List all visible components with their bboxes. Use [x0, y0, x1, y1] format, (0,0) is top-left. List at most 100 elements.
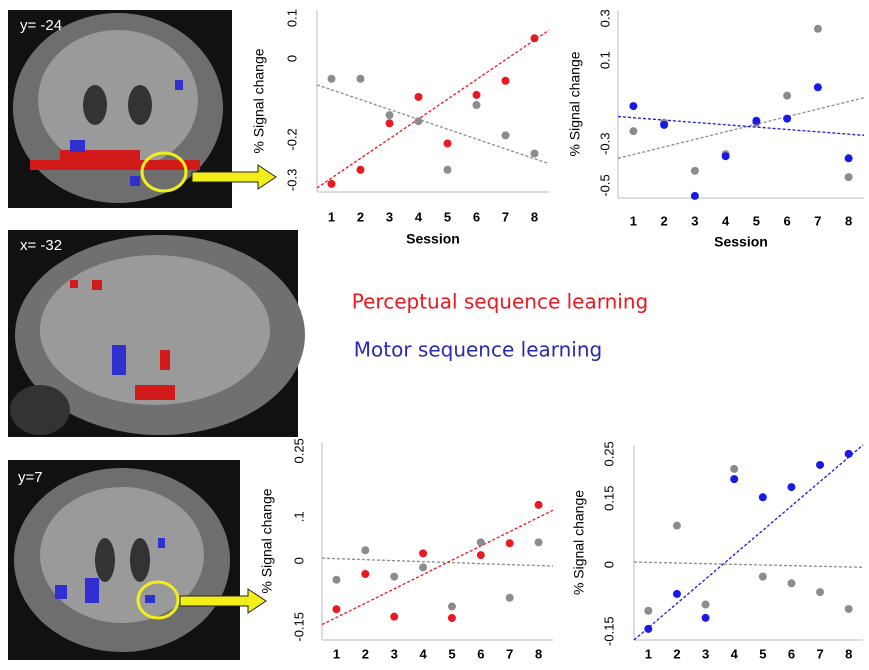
data-point [328, 75, 336, 83]
trend-line [317, 85, 549, 164]
x-tick-label: 2 [362, 646, 369, 661]
x-axis-label: Session [406, 231, 460, 247]
y-axis-label: % Signal change [251, 48, 267, 153]
x-tick-label: 3 [386, 209, 393, 224]
data-point [531, 34, 539, 42]
trend-line [322, 558, 553, 566]
y-axis-label: % Signal change [259, 488, 275, 593]
y-tick-label: 0 [601, 561, 616, 568]
data-point [787, 579, 795, 587]
y-tick-label: 0.3 [597, 9, 612, 27]
data-point [506, 594, 514, 602]
data-point [502, 77, 510, 85]
data-point [816, 461, 824, 469]
y-tick-label: 0.25 [291, 438, 306, 463]
data-point [415, 117, 423, 125]
y-tick-label: 0 [284, 55, 299, 62]
data-point [629, 102, 637, 110]
x-tick-label: 4 [415, 209, 423, 224]
trend-line [618, 117, 864, 136]
data-point [444, 139, 452, 147]
x-tick-label: 4 [722, 213, 730, 228]
x-tick-label: 7 [814, 213, 821, 228]
data-point [444, 166, 452, 174]
y-axis-label: % Signal change [571, 490, 587, 595]
x-tick-label: 7 [506, 646, 513, 661]
data-point [752, 117, 760, 125]
brain-image: x= -32 [8, 230, 305, 437]
data-point [673, 522, 681, 530]
data-point [386, 119, 394, 127]
data-point [845, 450, 853, 458]
data-point [473, 91, 481, 99]
x-tick-label: 8 [531, 209, 538, 224]
legend-text: Motor sequence learning [354, 338, 602, 362]
y-axis-label: % Signal change [567, 51, 583, 156]
trend-line [634, 562, 863, 567]
data-point [448, 614, 456, 622]
x-tick-label: 7 [816, 646, 823, 661]
data-point [415, 93, 423, 101]
y-tick-label: -0.15 [601, 616, 616, 646]
data-point [332, 576, 340, 584]
x-tick-label: 6 [477, 646, 484, 661]
x-axis-label: Session [714, 234, 768, 250]
x-tick-label: 1 [333, 646, 340, 661]
data-point [783, 92, 791, 100]
x-tick-label: 6 [473, 209, 480, 224]
data-point [759, 493, 767, 501]
y-tick-label: -0.2 [284, 128, 299, 150]
x-tick-label: 1 [645, 646, 652, 661]
data-point [691, 167, 699, 175]
x-tick-label: 5 [753, 213, 760, 228]
x-tick-label: 3 [691, 213, 698, 228]
data-point [419, 549, 427, 557]
data-point [730, 475, 738, 483]
x-tick-label: 3 [702, 646, 709, 661]
data-point [759, 573, 767, 581]
x-tick-label: 8 [845, 646, 852, 661]
data-point [845, 154, 853, 162]
figure: y= -24 x= -32 y=7 Perceptual sequence le… [0, 0, 869, 665]
x-tick-label: 5 [444, 209, 451, 224]
image-label: x= -32 [20, 237, 62, 254]
data-point [660, 121, 668, 129]
x-tick-label: 8 [535, 646, 542, 661]
y-tick-label: 0.1 [597, 51, 612, 69]
trend-line [317, 30, 549, 188]
x-tick-label: 6 [788, 646, 795, 661]
data-point [702, 614, 710, 622]
data-point [361, 570, 369, 578]
x-tick-label: 5 [759, 646, 766, 661]
data-point [448, 603, 456, 611]
data-point [845, 605, 853, 613]
y-tick-label: 0 [291, 557, 306, 564]
data-point [629, 127, 637, 135]
data-point [783, 115, 791, 123]
data-point [502, 131, 510, 139]
data-point [787, 483, 795, 491]
y-tick-label: -0.3 [284, 169, 299, 191]
x-tick-label: 6 [784, 213, 791, 228]
data-point [361, 546, 369, 554]
y-tick-label: -0.5 [597, 174, 612, 196]
y-tick-label: 0.15 [601, 486, 616, 511]
y-tick-label: -0.3 [597, 132, 612, 154]
data-point [673, 590, 681, 598]
x-tick-label: 5 [448, 646, 455, 661]
x-tick-label: 4 [731, 646, 739, 661]
x-tick-label: 2 [673, 646, 680, 661]
x-tick-label: 8 [845, 213, 852, 228]
x-tick-label: 2 [357, 209, 364, 224]
data-point [419, 563, 427, 571]
data-point [730, 465, 738, 473]
data-point [816, 588, 824, 596]
legend-text: Perceptual sequence learning [352, 290, 648, 314]
trend-line [618, 98, 864, 159]
data-point [644, 607, 652, 615]
data-point [506, 539, 514, 547]
data-point [814, 83, 822, 91]
data-point [332, 605, 340, 613]
data-point [722, 152, 730, 160]
data-point [390, 573, 398, 581]
